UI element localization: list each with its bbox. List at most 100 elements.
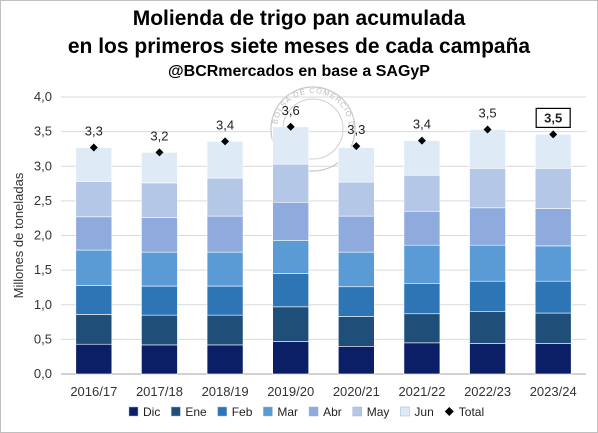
bar-segment-jun: [469, 129, 506, 169]
total-marker: [155, 148, 164, 157]
bar-segment-may: [75, 181, 113, 218]
bar-segment-ene: [206, 314, 244, 346]
bar-segment-mar: [534, 245, 572, 282]
total-marker: [352, 142, 361, 151]
total-marker: [221, 137, 230, 146]
total-label: 3,5: [544, 110, 562, 125]
bar-segment-jun: [338, 147, 375, 183]
bar-segment-mar: [338, 251, 375, 288]
total-label: 3,4: [216, 117, 234, 132]
legend-swatch-total: [444, 407, 454, 416]
total-marker: [483, 125, 492, 134]
total-label: 3,4: [413, 117, 431, 132]
bar-segment-may: [272, 163, 309, 203]
chart-subtitle: @BCRmercados en base a SAGyP: [168, 63, 430, 80]
bar-segment-mar: [206, 251, 244, 287]
legend-swatch-jun: [400, 406, 410, 417]
bar-segment-feb: [272, 273, 309, 308]
x-tick-label: 2016/17: [70, 384, 117, 399]
bar-segment-ene: [272, 306, 309, 342]
total-label: 3,5: [479, 106, 497, 121]
x-tick-label: 2020/21: [333, 384, 380, 399]
x-tick-label: 2022/23: [464, 384, 511, 399]
bar-segment-jun: [75, 147, 113, 182]
bar-segment-feb: [469, 280, 506, 312]
bar-segment-jun: [272, 126, 309, 165]
total-label: 3,2: [150, 128, 168, 143]
legend-swatch-ene: [171, 406, 181, 417]
total-label: 3,6: [282, 103, 300, 118]
y-tick-label: 2,0: [34, 228, 52, 243]
bar-segment-dic: [338, 345, 375, 375]
total-marker: [549, 130, 558, 139]
bar-segment-dic: [534, 343, 572, 375]
legend-label: May: [367, 405, 390, 419]
bar-segment-jun: [534, 134, 572, 169]
bar-segment-abr: [141, 217, 178, 253]
bar-segment-feb: [338, 286, 375, 317]
y-tick-label: 0,5: [34, 331, 52, 346]
bar-segment-ene: [534, 312, 572, 344]
bar-segment-mar: [75, 249, 113, 286]
legend-label: Dic: [143, 405, 160, 419]
bar-segment-ene: [75, 314, 113, 345]
legend-label: Abr: [323, 405, 342, 419]
total-label-box: [535, 107, 571, 128]
watermark-text: BOLSA DE COMERCIO DE ROSARIO: [1, 1, 356, 128]
y-axis-title: Millones de toneladas: [11, 172, 26, 298]
bar-segment-feb: [75, 285, 113, 315]
bar-segment-mar: [403, 244, 441, 284]
y-tick-label: 0,0: [34, 366, 52, 381]
y-tick-label: 1,5: [34, 262, 52, 277]
bar-segment-abr: [206, 215, 244, 253]
x-tick-label: 2021/22: [398, 384, 445, 399]
bar-segment-abr: [534, 208, 572, 247]
legend-label: Total: [459, 405, 484, 419]
bar-segment-feb: [403, 282, 441, 315]
bar-segment-dic: [141, 344, 178, 375]
bar-segment-may: [141, 182, 178, 218]
bar-segment-mar: [469, 244, 506, 282]
legend-swatch-mar: [263, 406, 273, 417]
bar-segment-feb: [141, 285, 178, 316]
bar-segment-dic: [403, 342, 441, 375]
bar-segment-abr: [469, 207, 506, 246]
x-tick-label: 2018/19: [202, 384, 249, 399]
bar-segment-jun: [206, 141, 244, 179]
bar-segment-dic: [272, 341, 309, 375]
x-tick-label: 2019/20: [267, 384, 314, 399]
legend-swatch-abr: [308, 406, 319, 417]
bar-segment-ene: [469, 311, 506, 344]
legend-label: Jun: [414, 405, 433, 419]
legend-label: Feb: [232, 405, 253, 419]
total-marker: [89, 143, 98, 152]
y-tick-label: 4,0: [34, 89, 52, 104]
bar-segment-ene: [141, 314, 178, 346]
bar-segment-may: [534, 168, 572, 209]
total-label: 3,3: [85, 124, 103, 139]
bar-segment-abr: [272, 201, 309, 241]
bar-segment-may: [338, 181, 375, 217]
bar-segment-abr: [75, 216, 113, 251]
bar-segment-dic: [75, 343, 113, 375]
legend-swatch-dic: [128, 406, 139, 417]
chart-title-line2: en los primeros siete meses de cada camp…: [67, 35, 531, 58]
bar-segment-may: [403, 174, 441, 212]
bar-segment-abr: [403, 210, 441, 246]
chart-title-line1: Molienda de trigo pan acumulada: [132, 7, 466, 30]
y-tick-label: 2,5: [34, 193, 52, 208]
bar-segment-may: [206, 177, 244, 217]
bar-segment-feb: [534, 280, 572, 314]
total-marker: [286, 122, 295, 131]
bar-segment-dic: [469, 343, 506, 375]
y-tick-label: 3,0: [34, 158, 52, 173]
bar-segment-ene: [403, 313, 441, 344]
bar-segment-jun: [141, 152, 178, 184]
y-tick-label: 3,5: [34, 124, 52, 139]
legend-swatch-feb: [217, 406, 227, 417]
legend-label: Mar: [277, 405, 298, 419]
bar-segment-abr: [338, 215, 375, 253]
x-tick-label: 2023/24: [530, 384, 577, 399]
